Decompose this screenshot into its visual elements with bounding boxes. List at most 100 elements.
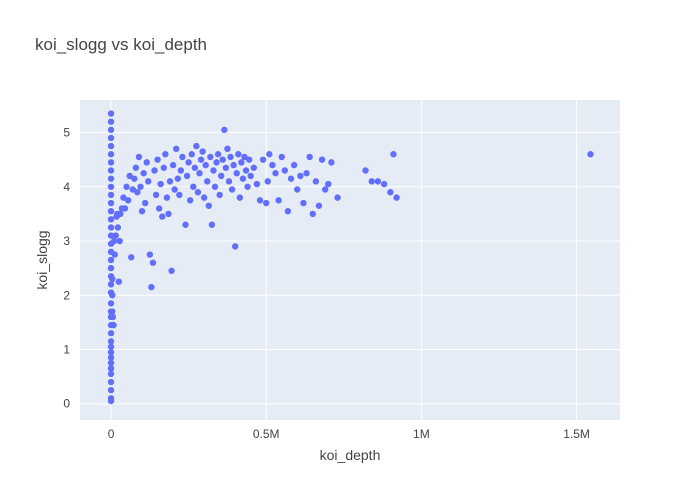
data-point (159, 213, 166, 220)
data-point (387, 189, 394, 196)
data-point (109, 313, 117, 321)
data-point (272, 170, 279, 177)
data-point (263, 199, 270, 207)
data-point (114, 224, 122, 231)
data-point (213, 159, 220, 166)
data-point (107, 338, 115, 345)
data-point (196, 170, 203, 177)
data-point (126, 172, 133, 180)
data-point (281, 167, 289, 174)
data-point (312, 178, 320, 185)
data-point (194, 189, 202, 196)
data-point (132, 164, 140, 171)
data-point (264, 178, 271, 185)
data-point (137, 183, 144, 190)
data-point (107, 281, 115, 288)
data-point (107, 159, 115, 166)
data-point (250, 164, 257, 171)
data-point (123, 183, 130, 190)
data-point (362, 167, 369, 174)
data-point (162, 151, 169, 158)
data-point (287, 175, 295, 182)
data-point (157, 180, 164, 188)
data-point (107, 175, 115, 182)
data-point (202, 161, 209, 169)
data-point (107, 151, 115, 158)
x-tick-label: 0.5M (253, 427, 280, 441)
data-point (107, 264, 115, 272)
data-point (191, 164, 199, 171)
data-point (230, 161, 237, 169)
data-point (107, 134, 115, 142)
data-point (134, 189, 141, 196)
data-point (107, 110, 115, 117)
y-tick-label: 1 (63, 342, 70, 356)
data-point (116, 237, 123, 245)
data-point (222, 164, 230, 171)
data-point (207, 153, 214, 161)
data-point (107, 343, 115, 350)
data-point (107, 349, 115, 356)
x-tick-label: 1.5M (563, 427, 590, 441)
data-point (210, 167, 217, 174)
data-point (374, 178, 382, 185)
data-point (188, 151, 195, 158)
data-point (183, 172, 191, 180)
data-point (143, 159, 150, 166)
y-tick-label: 4 (63, 180, 70, 194)
tick-labels: 0 1 2 3 4 5 0 0.5M 1M 1.5M (63, 126, 590, 441)
data-point (225, 178, 233, 185)
data-point (205, 202, 212, 209)
data-point (179, 153, 186, 161)
data-point (128, 254, 135, 261)
data-point (109, 292, 116, 299)
data-point (306, 153, 313, 161)
data-point (259, 156, 267, 163)
data-point (110, 321, 117, 329)
data-point (218, 172, 225, 180)
data-point (107, 126, 115, 134)
data-point (107, 167, 115, 174)
data-point (152, 191, 160, 199)
plot-area (80, 100, 620, 420)
y-tick-label: 0 (63, 397, 70, 411)
data-point (328, 159, 335, 166)
data-point (107, 386, 115, 394)
data-point (303, 170, 310, 177)
data-point (245, 156, 253, 163)
data-point (238, 159, 245, 166)
data-point (284, 207, 292, 215)
y-tick-label: 3 (63, 234, 70, 248)
x-tick-label: 0 (108, 427, 115, 441)
data-point (110, 237, 118, 245)
data-point (146, 251, 154, 258)
data-point (242, 167, 250, 174)
data-point (141, 199, 149, 207)
data-point (166, 178, 174, 185)
data-point (278, 153, 285, 161)
data-point (587, 151, 594, 158)
data-point (174, 175, 181, 182)
data-point (204, 178, 211, 185)
data-point (160, 164, 167, 171)
data-point (233, 170, 240, 177)
data-point (151, 167, 158, 174)
data-point (241, 153, 248, 161)
data-point (224, 145, 231, 153)
data-point (185, 159, 192, 166)
data-point (266, 151, 273, 158)
data-point (227, 153, 234, 161)
data-point (200, 194, 208, 201)
data-point (155, 205, 163, 212)
data-point (199, 148, 206, 155)
data-point (121, 205, 129, 212)
data-point (390, 151, 397, 158)
data-point (211, 183, 219, 190)
data-point (107, 142, 115, 150)
data-point (236, 194, 244, 201)
data-point (107, 397, 115, 405)
data-point (154, 156, 161, 163)
data-point (269, 161, 276, 169)
data-point (309, 210, 316, 218)
